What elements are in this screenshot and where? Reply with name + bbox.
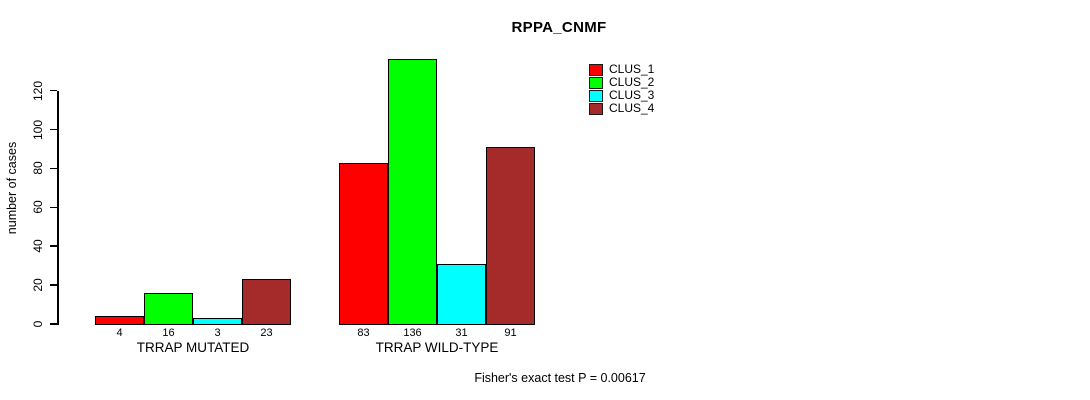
- legend-label: CLUS_4: [609, 101, 655, 115]
- bar: [339, 162, 388, 326]
- bar: [144, 292, 193, 326]
- y-tick-label: 20: [31, 278, 45, 292]
- chart-title: RPPA_CNMF: [511, 19, 607, 36]
- bar: [486, 147, 535, 326]
- legend-swatch-icon: [589, 102, 603, 115]
- legend-item: CLUS_4: [589, 102, 654, 115]
- bar: [95, 316, 144, 326]
- y-tick-label: 60: [31, 200, 45, 214]
- bar: [242, 279, 291, 326]
- footnote: Fisher's exact test P = 0.00617: [474, 371, 646, 385]
- legend-item: CLUS_2: [589, 76, 654, 89]
- legend-swatch-icon: [589, 89, 603, 102]
- bar: [388, 59, 437, 326]
- y-tick-label: 0: [31, 320, 45, 328]
- bar-value-label: 31: [455, 327, 468, 339]
- bar-value-label: 83: [357, 327, 370, 339]
- y-tick: [50, 206, 57, 209]
- y-tick-label: 80: [31, 161, 45, 176]
- legend-swatch-icon: [589, 63, 603, 76]
- group-label: TRRAP WILD-TYPE: [375, 340, 499, 355]
- y-axis-line: [57, 90, 59, 326]
- legend-label: CLUS_1: [609, 62, 655, 76]
- legend-swatch-icon: [589, 76, 603, 89]
- bar-value-label: 4: [116, 327, 123, 339]
- bar: [437, 263, 486, 326]
- y-tick: [50, 323, 57, 325]
- legend-label: CLUS_3: [609, 88, 655, 102]
- y-tick: [50, 89, 57, 92]
- y-tick-label: 100: [31, 119, 45, 140]
- bar-value-label: 3: [214, 327, 221, 339]
- y-tick: [50, 167, 57, 170]
- y-tick-label: 40: [31, 239, 45, 253]
- y-tick: [50, 128, 57, 131]
- bar-value-label: 136: [403, 327, 422, 339]
- y-axis-title: number of cases: [5, 141, 19, 235]
- group-label: TRRAP MUTATED: [136, 340, 250, 355]
- y-tick-label: 120: [31, 80, 45, 101]
- bar-value-label: 16: [162, 327, 175, 339]
- legend-item: CLUS_3: [589, 89, 654, 102]
- bar-value-label: 91: [504, 327, 517, 339]
- legend-item: CLUS_1: [589, 63, 654, 76]
- legend-label: CLUS_2: [609, 75, 655, 89]
- legend: CLUS_1 CLUS_2 CLUS_3 CLUS_4: [589, 63, 654, 115]
- bar: [193, 318, 242, 326]
- bar-value-label: 23: [260, 327, 273, 339]
- y-tick: [50, 284, 57, 286]
- y-tick: [50, 245, 57, 247]
